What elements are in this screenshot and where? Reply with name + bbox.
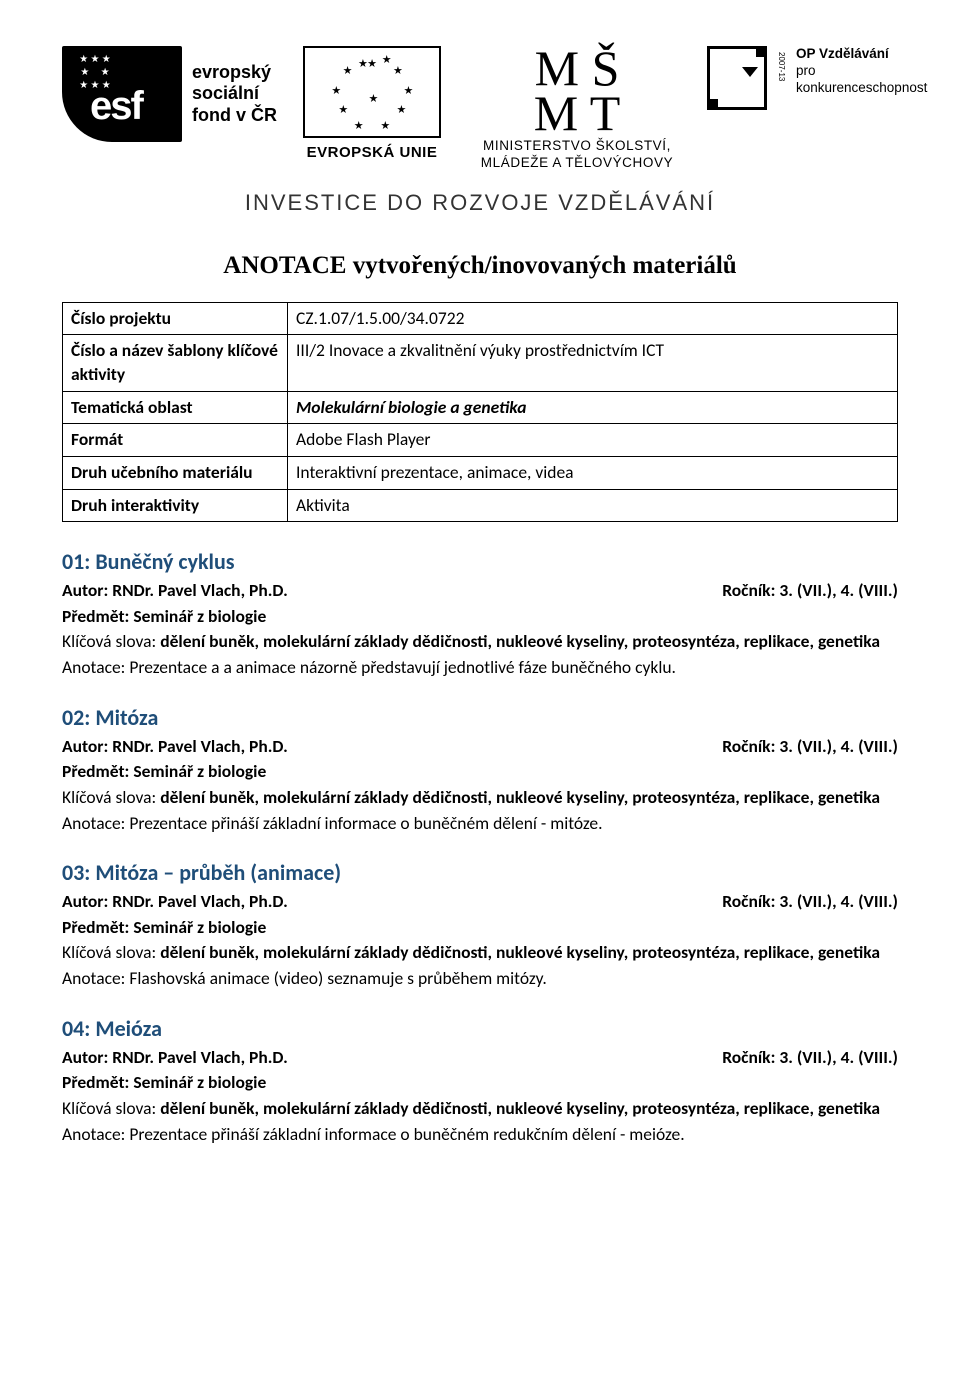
year: Ročník: 3. (VII.), 4. (VIII.) <box>722 735 898 759</box>
op-title: OP Vzdělávání <box>796 46 927 63</box>
author: Autor: RNDr. Pavel Vlach, Ph.D. <box>62 735 288 759</box>
meta-label-area: Tematická oblast <box>63 391 288 424</box>
table-row: Formát Adobe Flash Player <box>63 424 898 457</box>
meta-value-area: Molekulární biologie a genetika <box>288 391 898 424</box>
op-sub: pro konkurenceschopnost <box>796 63 927 97</box>
table-row: Tematická oblast Molekulární biologie a … <box>63 391 898 424</box>
keywords: Klíčová slova: dělení buněk, molekulární… <box>62 1097 898 1121</box>
op-logo: 2007-13 OP Vzdělávání pro konkurencescho… <box>707 46 897 110</box>
meta-value-interact: Aktivita <box>288 489 898 522</box>
subject: Předmět: Seminář z biologie <box>62 916 898 940</box>
section-title: 02: Mitóza <box>62 704 898 731</box>
meta-label-template: Číslo a název šablony klíčové aktivity <box>63 335 288 391</box>
annotation: Anotace: Prezentace přináší základní inf… <box>62 812 898 836</box>
esf-mark-icon: ★ ★ ★★ ★★ ★ ★ <box>62 46 182 142</box>
meta-label-format: Formát <box>63 424 288 457</box>
author: Autor: RNDr. Pavel Vlach, Ph.D. <box>62 890 288 914</box>
annotation-section: 01: Buněčný cyklus Autor: RNDr. Pavel Vla… <box>62 548 898 680</box>
meta-value-project: CZ.1.07/1.5.00/34.0722 <box>288 302 898 335</box>
subject: Předmět: Seminář z biologie <box>62 605 898 629</box>
annotation: Anotace: Flashovská animace (video) sezn… <box>62 967 898 991</box>
author: Autor: RNDr. Pavel Vlach, Ph.D. <box>62 579 288 603</box>
eu-label: EVROPSKÁ UNIE <box>297 144 447 161</box>
section-title: 03: Mitóza – průběh (animace) <box>62 859 898 886</box>
esf-logo: ★ ★ ★★ ★★ ★ ★ evropský sociální fond v Č… <box>62 46 277 142</box>
year: Ročník: 3. (VII.), 4. (VIII.) <box>722 579 898 603</box>
meta-label-mattype: Druh učebního materiálu <box>63 456 288 489</box>
funding-logo-strip: ★ ★ ★★ ★★ ★ ★ evropský sociální fond v Č… <box>62 46 898 172</box>
annotation-section: 04: Meióza Autor: RNDr. Pavel Vlach, Ph.D… <box>62 1015 898 1147</box>
meta-value-format: Adobe Flash Player <box>288 424 898 457</box>
table-row: Druh interaktivity Aktivita <box>63 489 898 522</box>
meta-label-interact: Druh interaktivity <box>63 489 288 522</box>
msmt-label-1: MINISTERSTVO ŠKOLSTVÍ, <box>467 138 687 155</box>
msmt-mark-icon: M ŠM T <box>467 46 687 136</box>
op-mark-icon <box>707 46 767 110</box>
table-row: Druh učebního materiálu Interaktivní pre… <box>63 456 898 489</box>
subject: Předmět: Seminář z biologie <box>62 1071 898 1095</box>
section-title: 04: Meióza <box>62 1015 898 1042</box>
annotation: Anotace: Prezentace přináší základní inf… <box>62 1123 898 1147</box>
meta-value-template: III/2 Inovace a zkvalitnění výuky prostř… <box>288 335 898 391</box>
keywords: Klíčová slova: dělení buněk, molekulární… <box>62 941 898 965</box>
table-row: Číslo projektu CZ.1.07/1.5.00/34.0722 <box>63 302 898 335</box>
meta-label-project: Číslo projektu <box>63 302 288 335</box>
annotation-section: 02: Mitóza Autor: RNDr. Pavel Vlach, Ph.D… <box>62 704 898 836</box>
msmt-logo: M ŠM T MINISTERSTVO ŠKOLSTVÍ, MLÁDEŽE A … <box>467 46 687 172</box>
keywords: Klíčová slova: dělení buněk, molekulární… <box>62 630 898 654</box>
esf-label: evropský sociální fond v ČR <box>192 62 277 126</box>
op-year: 2007-13 <box>777 52 786 81</box>
page-title: ANOTACE vytvořených/inovovaných materiál… <box>62 252 898 280</box>
eu-flag-icon: ★ ★ ★ ★ ★ ★ ★ ★ ★ ★ ★ ★ <box>303 46 441 138</box>
tagline: INVESTICE DO ROZVOJE VZDĚLÁVÁNÍ <box>62 190 898 216</box>
eu-logo: ★ ★ ★ ★ ★ ★ ★ ★ ★ ★ ★ ★ EVROPSKÁ UNIE <box>297 46 447 161</box>
author: Autor: RNDr. Pavel Vlach, Ph.D. <box>62 1046 288 1070</box>
annotation-section: 03: Mitóza – průběh (animace) Autor: RNDr… <box>62 859 898 991</box>
year: Ročník: 3. (VII.), 4. (VIII.) <box>722 890 898 914</box>
annotation: Anotace: Prezentace a a animace názorně … <box>62 656 898 680</box>
msmt-label-2: MLÁDEŽE A TĚLOVÝCHOVY <box>467 155 687 172</box>
year: Ročník: 3. (VII.), 4. (VIII.) <box>722 1046 898 1070</box>
keywords: Klíčová slova: dělení buněk, molekulární… <box>62 786 898 810</box>
subject: Předmět: Seminář z biologie <box>62 760 898 784</box>
meta-table: Číslo projektu CZ.1.07/1.5.00/34.0722 Čí… <box>62 302 898 522</box>
table-row: Číslo a název šablony klíčové aktivity I… <box>63 335 898 391</box>
meta-value-mattype: Interaktivní prezentace, animace, videa <box>288 456 898 489</box>
section-title: 01: Buněčný cyklus <box>62 548 898 575</box>
